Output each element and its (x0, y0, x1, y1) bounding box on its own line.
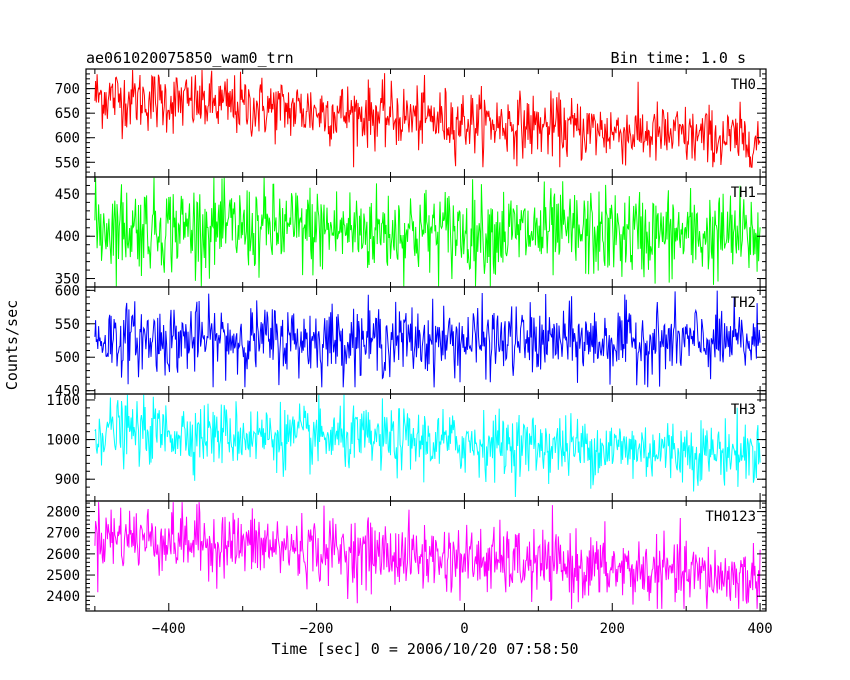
panel-th0: 550 600 650 700 TH0 (55, 68, 767, 178)
y-tick-label: 600 (55, 131, 80, 147)
x-tick-label: −200 (300, 621, 334, 637)
y-tick-label: 900 (55, 472, 80, 488)
series-label: TH2 (731, 295, 756, 311)
x-axis: −400 −200 0 200 400 (152, 621, 773, 637)
series-th0 (94, 69, 761, 168)
x-tick-label: −400 (152, 621, 186, 637)
series-label: TH0 (731, 77, 756, 93)
x-tick-label: 200 (600, 621, 625, 637)
y-tick-label: 2400 (46, 589, 80, 605)
y-tick-label: 2700 (46, 526, 80, 542)
y-tick-label: 650 (55, 106, 80, 122)
series-th1 (94, 177, 761, 287)
y-tick-label: 700 (55, 82, 80, 98)
y-tick-label: 1000 (46, 433, 80, 449)
series-label: TH3 (731, 402, 756, 418)
panel-th0123: 2400 2500 2600 2700 2800 TH0123 (46, 500, 767, 612)
y-tick-label: 2600 (46, 547, 80, 563)
y-tick-label: 2500 (46, 568, 80, 584)
y-axis-title: Counts/sec (3, 300, 21, 390)
y-tick-label: 500 (55, 350, 80, 366)
y-tick-label: 550 (55, 317, 80, 333)
x-axis-title: Time [sec] 0 = 2006/10/20 07:58:50 (271, 640, 578, 658)
series-th3 (94, 394, 761, 498)
y-tick-label: 400 (55, 229, 80, 245)
y-tick-label: 450 (55, 384, 80, 400)
x-tick-label: 400 (747, 621, 772, 637)
series-th2 (94, 290, 761, 388)
chart-title: ae061020075850_wam0_trn (86, 49, 294, 67)
series-label: TH0123 (705, 509, 756, 525)
panel-frame (85, 500, 767, 612)
panel-th3: 900 1000 1100 TH3 (46, 393, 767, 502)
y-tick-label: 450 (55, 187, 80, 203)
x-tick-label: 0 (460, 621, 468, 637)
y-tick-label: 600 (55, 283, 80, 299)
y-tick-label: 350 (55, 272, 80, 288)
panel-th2: 450 500 550 600 TH2 (55, 283, 767, 400)
bin-time-label: Bin time: 1.0 s (611, 49, 746, 67)
panels-group: 550 600 650 700 TH0 350 400 450 TH1 450 500 550 600 T… (46, 68, 767, 612)
y-tick-label: 1100 (46, 393, 80, 409)
y-tick-label: 550 (55, 155, 80, 171)
panel-th1: 350 400 450 TH1 (55, 176, 767, 288)
series-label: TH1 (731, 185, 756, 201)
series-th0123 (94, 502, 761, 609)
y-tick-label: 2800 (46, 505, 80, 521)
